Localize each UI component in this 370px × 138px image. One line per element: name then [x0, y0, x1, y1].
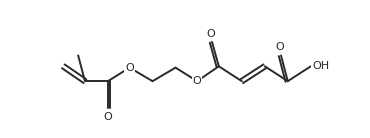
Text: O: O — [104, 112, 112, 122]
Text: O: O — [193, 76, 202, 86]
Text: OH: OH — [312, 61, 329, 71]
Text: O: O — [206, 29, 215, 39]
Text: O: O — [275, 42, 284, 52]
Text: O: O — [125, 63, 134, 73]
